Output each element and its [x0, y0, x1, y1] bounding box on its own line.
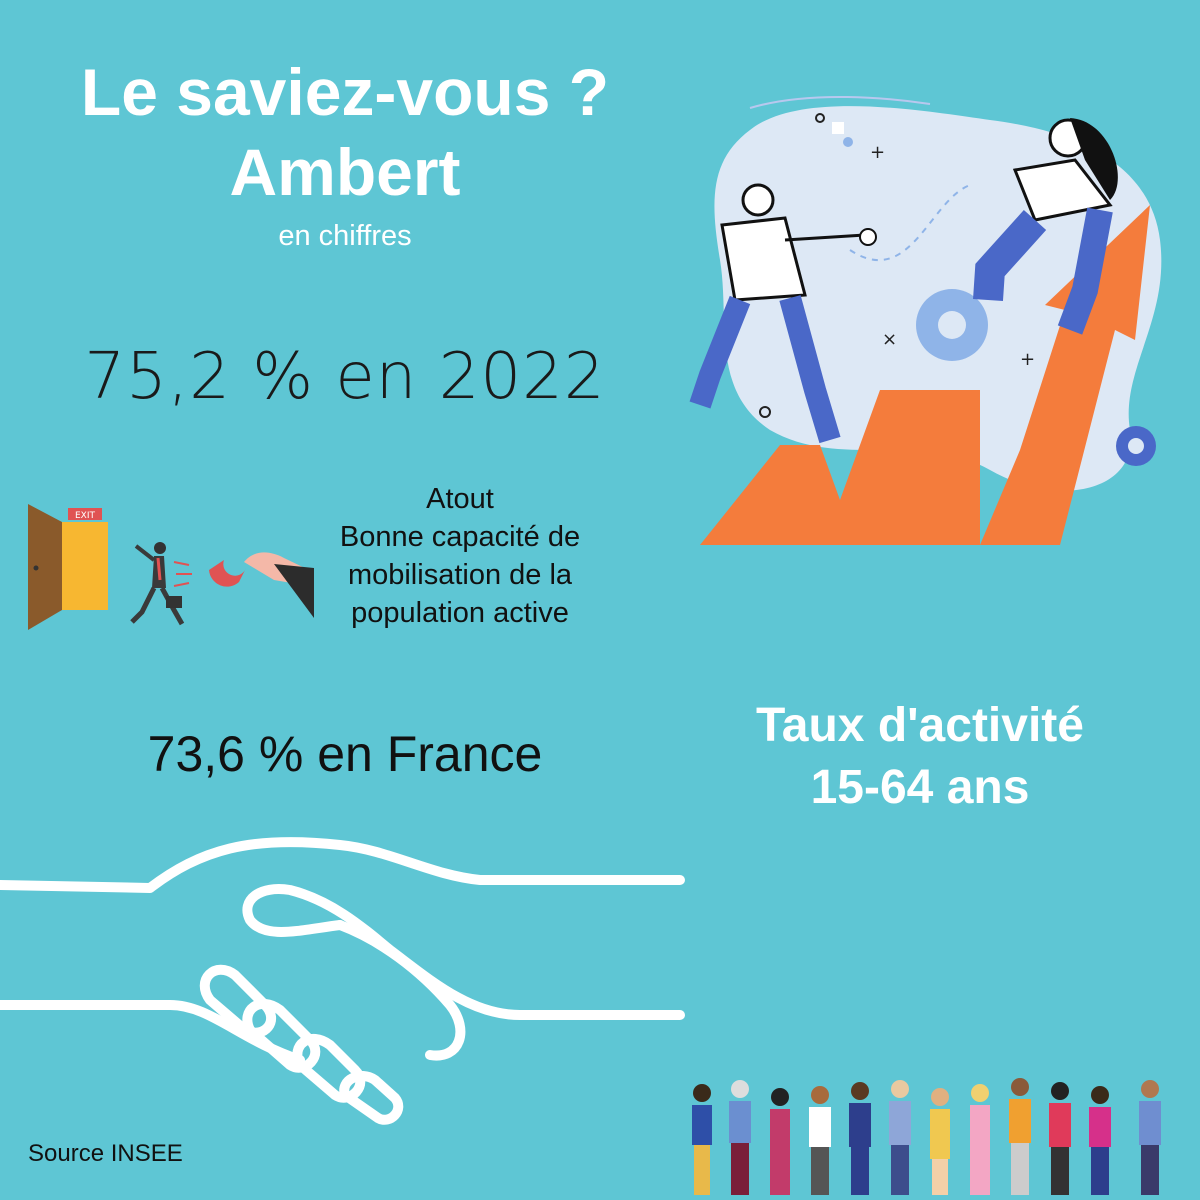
- person-icon: [809, 1086, 831, 1195]
- handshake-icon: [0, 836, 685, 1125]
- magnet: [209, 560, 246, 587]
- person-icon: [770, 1088, 790, 1195]
- person-icon: [970, 1084, 990, 1195]
- person-icon: [729, 1080, 751, 1195]
- arrow-shape: [700, 205, 1150, 545]
- title-line-1: Le saviez-vous ?: [80, 55, 610, 129]
- person-icon: [930, 1088, 950, 1195]
- svg-text:×: ×: [882, 329, 897, 350]
- person-icon: [1139, 1080, 1161, 1195]
- crowd-illustration: [692, 1078, 1161, 1195]
- indicator-line-1: Taux d'activité: [756, 699, 1084, 752]
- national-stat: 73,6 % en France: [147, 726, 543, 782]
- magnet-talent-illustration: EXIT: [28, 504, 314, 630]
- door-panel: [28, 504, 62, 630]
- local-stat: 75,2 % en 2022: [84, 340, 606, 414]
- person-icon: [889, 1080, 911, 1195]
- person-icon: [1009, 1078, 1031, 1195]
- source-label: Source INSEE: [28, 1140, 183, 1167]
- gear-icon: [916, 289, 988, 361]
- svg-text:+: +: [870, 142, 885, 163]
- atout-text: Bonne capacité de mobilisation de la pop…: [339, 521, 581, 629]
- growth-arrow-illustration: + × +: [689, 95, 1162, 545]
- gear-icon: [1116, 426, 1156, 466]
- exit-sign-text: EXIT: [75, 511, 96, 521]
- svg-text:+: +: [1020, 349, 1035, 370]
- indicator-line-2: 15-64 ans: [810, 761, 1030, 814]
- person-icon: [1049, 1082, 1071, 1195]
- atout-block: Atout Bonne capacité de mobilisation de …: [300, 480, 620, 632]
- indicator-label: Taux d'activité 15-64 ans: [690, 695, 1150, 819]
- person-icon: [849, 1082, 871, 1195]
- person-icon: [692, 1084, 712, 1195]
- title-line-2: Ambert: [229, 135, 461, 209]
- page-subtitle: en chiffres: [278, 220, 412, 252]
- door-frame: [62, 522, 108, 610]
- page-title: Le saviez-vous ? Ambert: [0, 52, 690, 212]
- atout-heading: Atout: [426, 483, 494, 515]
- person-icon: [1089, 1086, 1111, 1195]
- exit-sign: [68, 508, 102, 520]
